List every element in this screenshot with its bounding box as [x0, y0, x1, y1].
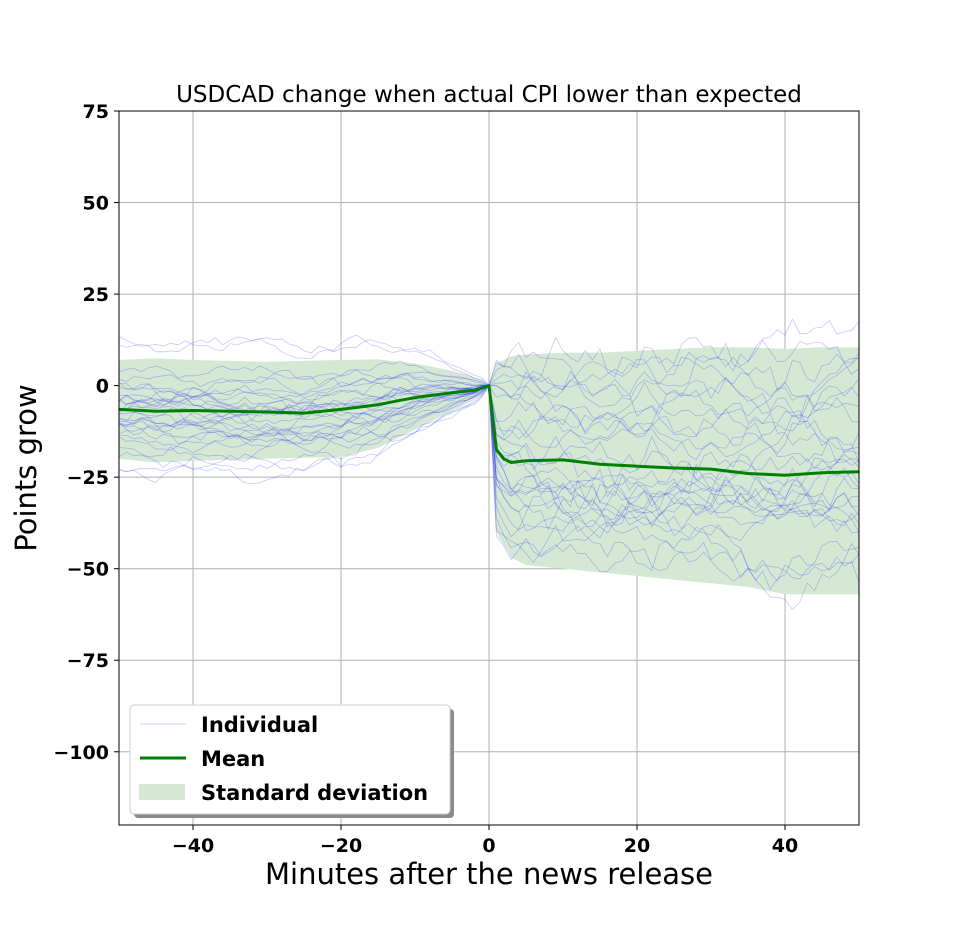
std-band-layer: [119, 347, 859, 595]
y-tick-label: 50: [83, 193, 109, 215]
x-tick-label: 40: [772, 835, 798, 857]
x-tick-label: −20: [320, 835, 362, 857]
mean-line-layer: [119, 384, 859, 477]
x-tick-label: −40: [172, 835, 214, 857]
chart-title: USDCAD change when actual CPI lower than…: [176, 82, 802, 108]
legend-swatch-std: [139, 784, 185, 800]
y-axis-label: Points grow: [9, 384, 43, 552]
tick-labels-layer: −40 −20 0 20 40 75 50 25 0 −25 −50 −75 −100: [53, 101, 798, 857]
legend-label-std: Standard deviation: [201, 781, 428, 805]
x-tick-label: 0: [482, 835, 495, 857]
y-tick-label: 75: [83, 101, 109, 123]
legend-label-mean: Mean: [201, 747, 265, 771]
y-tick-label: −50: [67, 559, 109, 581]
legend: Individual Mean Standard deviation: [129, 704, 454, 818]
legend-box: [129, 704, 451, 815]
mean-line: [119, 384, 859, 477]
y-tick-label: 0: [96, 376, 109, 398]
y-tick-label: −25: [67, 467, 109, 489]
y-tick-label: 25: [83, 284, 109, 306]
std-band: [119, 347, 859, 595]
y-tick-label: −75: [67, 650, 109, 672]
x-axis-label: Minutes after the news release: [265, 857, 713, 891]
legend-label-individual: Individual: [201, 713, 318, 737]
x-tick-label: 20: [624, 835, 650, 857]
y-tick-label: −100: [53, 742, 109, 764]
